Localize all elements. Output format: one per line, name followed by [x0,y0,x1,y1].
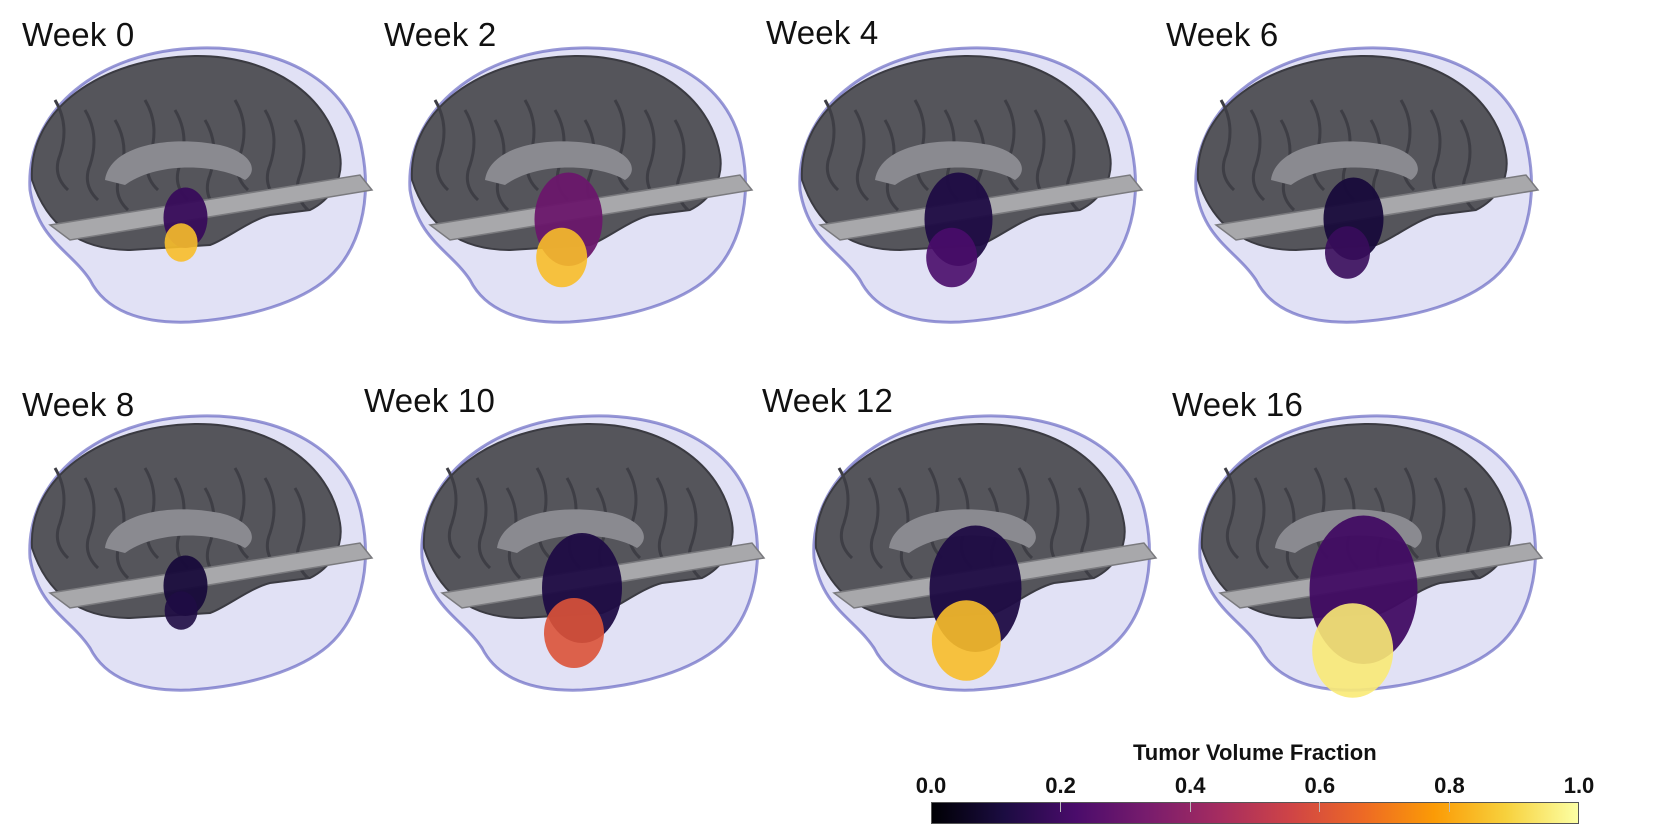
colorbar-tick-mark [1319,802,1320,812]
week-2-label: Week 2 [384,16,497,53]
corpus-callosum [875,141,1022,185]
week-10-label: Week 10 [364,382,496,419]
slice-plane [48,542,374,609]
brain-render [28,414,374,692]
sulcus [433,99,450,192]
tumor-core [544,598,604,668]
sulcus [83,109,100,202]
colorbar-tick: 1.0 [1563,773,1595,798]
colorbar-tick: 0.2 [1045,773,1076,798]
corpus-callosum [497,509,644,553]
week-12-label: Week 12 [762,382,894,419]
brain-panel-week-2 [390,40,760,330]
brain-panel-week-16 [1180,408,1550,698]
tumor-core [536,227,588,288]
brain-render [28,46,374,324]
colorbar-tick: 0.4 [1174,773,1206,798]
brain-panel-week-10 [402,408,772,698]
tumor-core [926,227,978,288]
sulcus [853,109,870,202]
brain-panel-week-6 [1176,40,1546,330]
sulcus [475,477,492,570]
corpus-callosum [1271,141,1418,185]
brain-panel-week-8 [10,408,380,698]
brain-render [420,414,766,692]
tumor-core [1325,226,1370,279]
brain-render [798,46,1144,324]
corpus-callosum [105,509,252,553]
week-8-label: Week 8 [22,386,135,423]
brain-panel-week-12 [794,408,1164,698]
colorbar-tick-mark [1449,802,1450,812]
sulcus [53,467,70,560]
sulcus [83,477,100,570]
brain-render [408,46,754,324]
colorbar: Tumor Volume Fraction 0.0 0.2 0.4 0.6 0.… [915,740,1598,830]
sulcus [463,109,480,202]
corpus-callosum [105,141,252,185]
brain-panel-week-4 [780,40,1150,330]
brain-render [812,414,1158,692]
sulcus [1249,109,1266,202]
colorbar-tick: 0.6 [1304,773,1336,798]
tumor-core [1312,603,1394,698]
sulcus [867,477,884,570]
sulcus [53,99,70,192]
sulcus [823,99,840,192]
week-16-label: Week 16 [1172,386,1304,423]
tumor-core [931,600,1001,681]
brain-render [1198,414,1544,698]
sulcus [837,467,854,560]
slice-plane [48,174,374,241]
week-4-label: Week 4 [766,14,879,51]
colorbar-tick: 0.0 [915,773,947,798]
week-0-label: Week 0 [22,16,135,53]
colorbar-title: Tumor Volume Fraction [1133,740,1377,765]
brain-panel-week-0 [10,40,380,330]
colorbar-gradient [931,802,1579,824]
sulcus [1253,477,1270,570]
brain-render [1194,46,1540,324]
colorbar-tick-mark [1190,802,1191,812]
week-6-label: Week 6 [1166,16,1279,53]
colorbar-tick-mark [1060,802,1061,812]
corpus-callosum [485,141,632,185]
sulcus [445,467,462,560]
colorbar-tick: 0.8 [1434,773,1465,798]
sulcus [1219,99,1236,192]
tumor-core [164,223,198,262]
tumor-core [164,591,198,630]
sulcus [1223,467,1240,560]
